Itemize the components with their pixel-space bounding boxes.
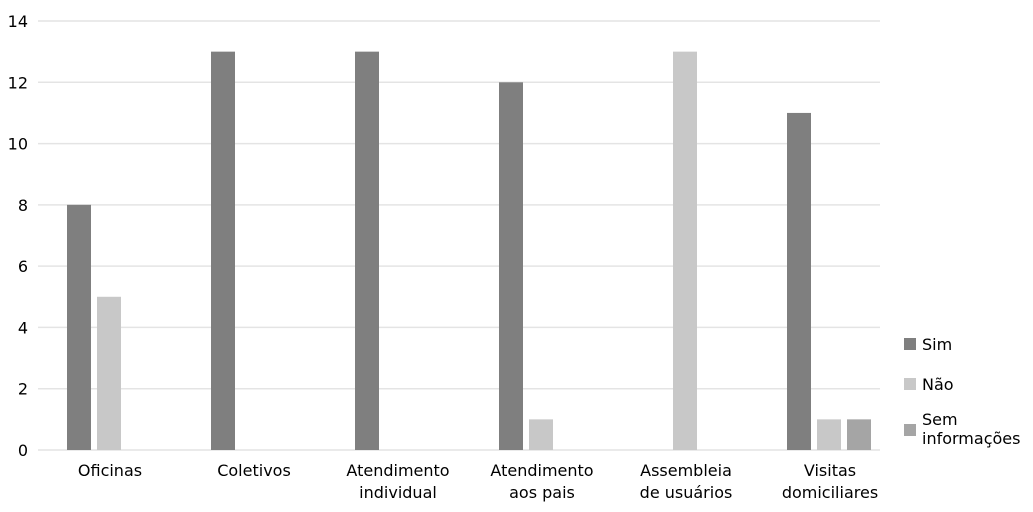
legend-label-line: informações	[922, 429, 1020, 448]
y-tick-label: 10	[8, 135, 28, 154]
x-category-label-line: de usuários	[640, 483, 733, 502]
x-category-label: Atendimento aos pais	[490, 461, 593, 502]
bar-sim-0	[67, 204, 91, 450]
x-category-label-line: aos pais	[509, 483, 575, 502]
legend-label: Sem informações	[922, 410, 1020, 448]
legend-label-line: Não	[922, 375, 954, 394]
legend-label-line: Sim	[922, 335, 952, 354]
y-tick-label: 4	[18, 318, 28, 337]
x-category-label-line: domiciliares	[782, 483, 878, 502]
bar-sem-informações-5	[847, 419, 871, 450]
x-category-label: Assembleia de usuários	[640, 461, 733, 502]
x-category-label-line: Oficinas	[78, 461, 142, 480]
legend-swatch	[904, 378, 916, 390]
x-category-label: Coletivos	[217, 461, 291, 480]
y-axis-tick-labels: 0 2 4 6 8 10 12 14	[8, 12, 28, 460]
bar-não-3	[529, 419, 553, 450]
x-category-label-line: Coletivos	[217, 461, 291, 480]
legend-swatch	[904, 424, 916, 436]
legend-label-line: Sem	[922, 410, 958, 429]
bars	[67, 51, 871, 451]
x-category-label-line: Atendimento	[346, 461, 449, 480]
legend-swatch	[904, 338, 916, 350]
bar-não-0	[97, 296, 121, 450]
bar-sim-2	[355, 51, 379, 451]
legend-label: Sim	[922, 335, 952, 354]
bar-não-5	[817, 419, 841, 450]
legend-label: Não	[922, 375, 954, 394]
bar-sim-5	[787, 112, 811, 450]
bar-sim-1	[211, 51, 235, 451]
x-category-label-line: Assembleia	[640, 461, 732, 480]
x-category-label-line: Atendimento	[490, 461, 593, 480]
x-category-label: Oficinas	[78, 461, 142, 480]
y-tick-label: 6	[18, 257, 28, 276]
x-category-label: Atendimento individual	[346, 461, 449, 502]
y-tick-label: 2	[18, 380, 28, 399]
y-tick-label: 14	[8, 12, 28, 31]
bar-não-4	[673, 51, 697, 451]
x-category-label-line: individual	[359, 483, 437, 502]
bar-sim-3	[499, 82, 523, 451]
y-tick-label: 8	[18, 196, 28, 215]
x-category-label: Visitas domiciliares	[782, 461, 878, 502]
legend: Sim Não Sem informações	[904, 335, 1020, 448]
x-axis-category-labels: Oficinas Coletivos Atendimento individualAt…	[78, 461, 878, 502]
gridlines	[38, 20, 880, 451]
y-tick-label: 12	[8, 73, 28, 92]
x-category-label-line: Visitas	[804, 461, 856, 480]
y-tick-label: 0	[18, 441, 28, 460]
